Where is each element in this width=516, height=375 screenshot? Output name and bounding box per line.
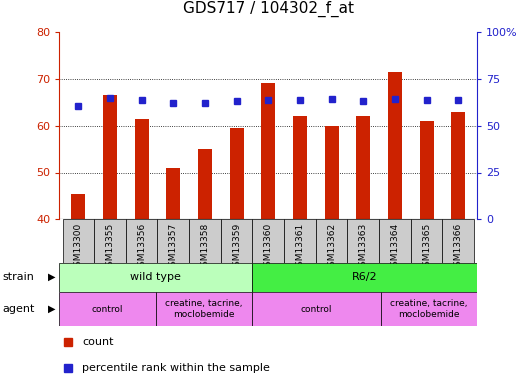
Bar bbox=[221, 219, 252, 262]
Bar bbox=[252, 219, 284, 262]
Bar bbox=[189, 219, 221, 262]
Bar bbox=[381, 292, 477, 326]
Bar bbox=[157, 219, 189, 262]
Text: R6/2: R6/2 bbox=[352, 272, 378, 282]
Bar bbox=[198, 149, 212, 219]
Bar bbox=[443, 219, 474, 262]
Bar bbox=[316, 219, 347, 262]
Bar bbox=[325, 126, 339, 219]
Bar bbox=[94, 219, 126, 262]
Bar bbox=[356, 116, 370, 219]
Text: GSM13360: GSM13360 bbox=[264, 223, 273, 272]
Bar bbox=[379, 219, 411, 262]
Bar bbox=[252, 292, 381, 326]
Text: wild type: wild type bbox=[131, 272, 181, 282]
Bar bbox=[166, 168, 181, 219]
Text: GSM13361: GSM13361 bbox=[296, 223, 304, 272]
Text: ▶: ▶ bbox=[47, 304, 55, 314]
Text: GSM13358: GSM13358 bbox=[201, 223, 209, 272]
Text: agent: agent bbox=[3, 304, 35, 314]
Text: GSM13364: GSM13364 bbox=[391, 223, 399, 272]
Bar bbox=[71, 194, 86, 219]
Text: GSM13357: GSM13357 bbox=[169, 223, 178, 272]
Text: GSM13359: GSM13359 bbox=[232, 223, 241, 272]
Bar bbox=[126, 219, 157, 262]
Bar bbox=[62, 219, 94, 262]
Text: control: control bbox=[92, 304, 123, 313]
Text: creatine, tacrine,
moclobemide: creatine, tacrine, moclobemide bbox=[165, 299, 243, 319]
Text: creatine, tacrine,
moclobemide: creatine, tacrine, moclobemide bbox=[390, 299, 468, 319]
Bar bbox=[284, 219, 316, 262]
Text: GSM13300: GSM13300 bbox=[74, 223, 83, 272]
Bar bbox=[388, 72, 402, 219]
Bar bbox=[420, 121, 434, 219]
Text: ▶: ▶ bbox=[47, 272, 55, 282]
Bar bbox=[135, 118, 149, 219]
Bar bbox=[59, 292, 156, 326]
Bar bbox=[451, 112, 465, 219]
Bar bbox=[293, 116, 307, 219]
Text: GSM13356: GSM13356 bbox=[137, 223, 146, 272]
Bar bbox=[347, 219, 379, 262]
Text: count: count bbox=[83, 337, 114, 347]
Text: GSM13362: GSM13362 bbox=[327, 223, 336, 272]
Text: strain: strain bbox=[3, 272, 35, 282]
Text: GSM13363: GSM13363 bbox=[359, 223, 368, 272]
Bar bbox=[230, 128, 244, 219]
Bar bbox=[156, 292, 252, 326]
Bar bbox=[103, 95, 117, 219]
Text: GSM13366: GSM13366 bbox=[454, 223, 463, 272]
Bar bbox=[261, 84, 276, 219]
Bar bbox=[411, 219, 443, 262]
Bar bbox=[252, 262, 477, 292]
Text: percentile rank within the sample: percentile rank within the sample bbox=[83, 363, 270, 373]
Text: GSM13365: GSM13365 bbox=[422, 223, 431, 272]
Text: GSM13355: GSM13355 bbox=[105, 223, 115, 272]
Text: control: control bbox=[301, 304, 332, 313]
Bar bbox=[59, 262, 252, 292]
Text: GDS717 / 104302_f_at: GDS717 / 104302_f_at bbox=[183, 1, 354, 17]
